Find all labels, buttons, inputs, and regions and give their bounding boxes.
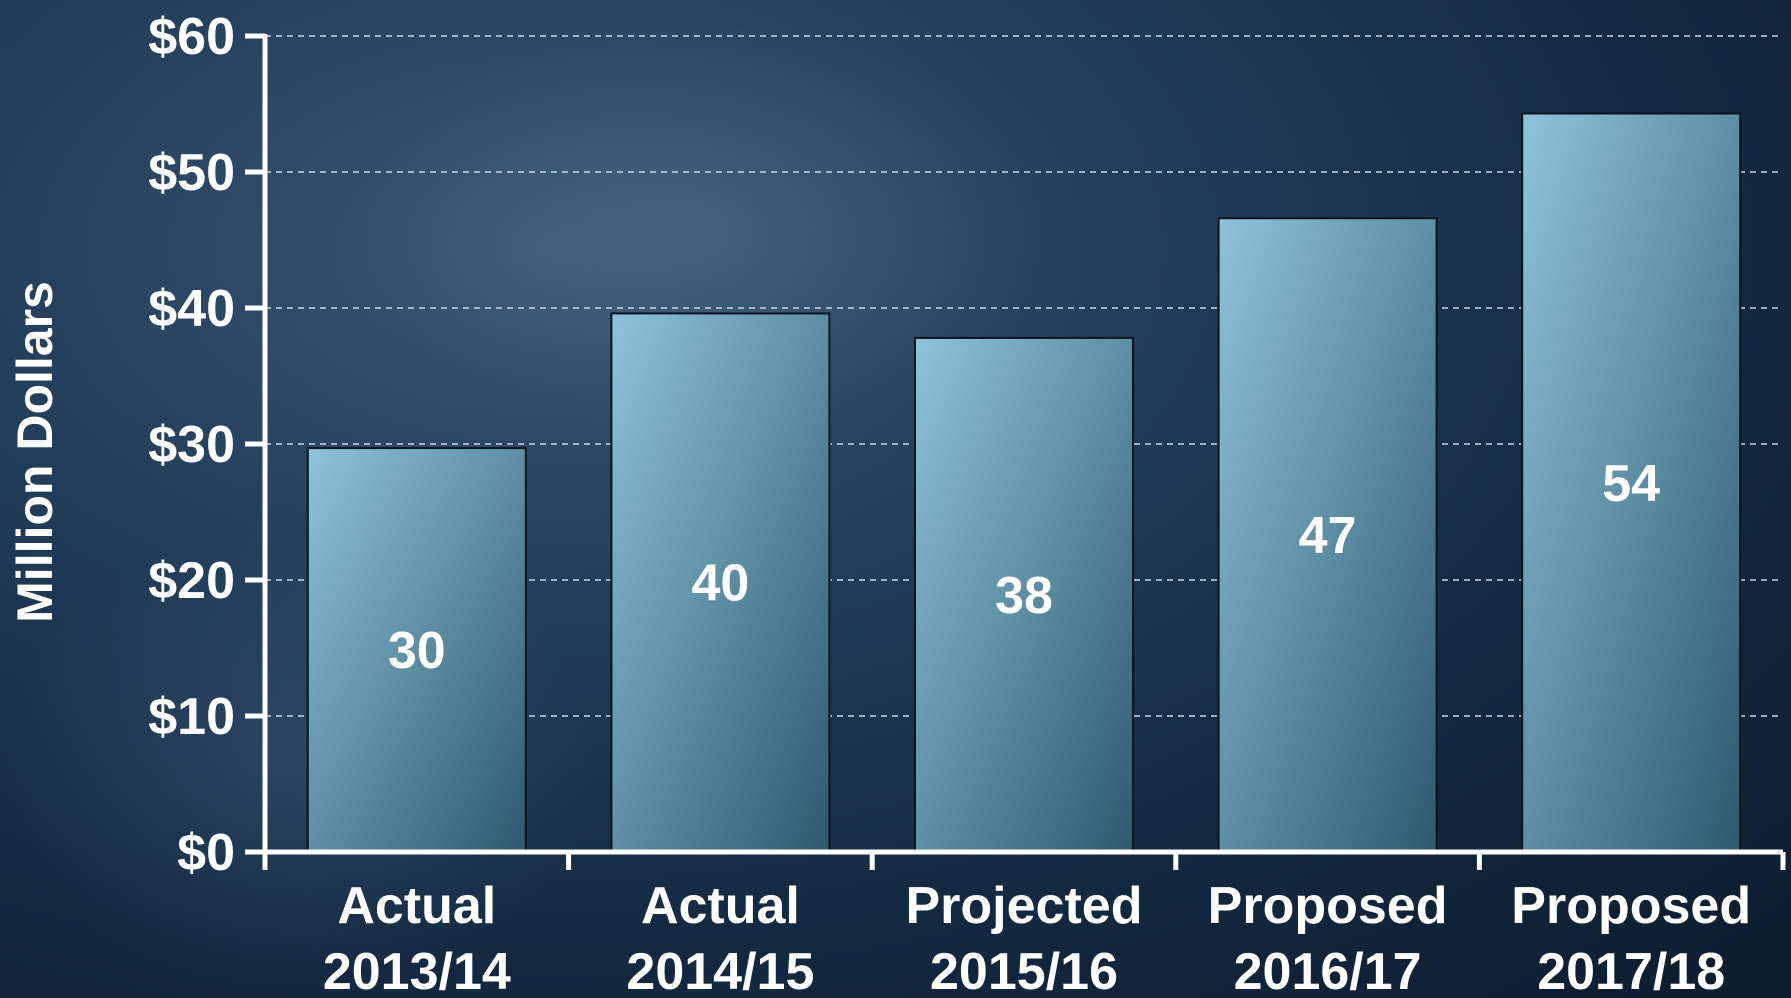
- y-tick-label: $20: [148, 552, 235, 610]
- x-category-label: Projected: [906, 877, 1143, 935]
- data-label: 54: [1602, 455, 1660, 513]
- bar: [610, 312, 831, 853]
- x-category-label: Actual: [337, 877, 496, 935]
- bar: [914, 336, 1134, 854]
- y-tick-label: $50: [148, 144, 235, 202]
- data-label: 40: [691, 555, 749, 613]
- x-category-labels: Actual 2013/14 Actual 2014/15 Projected 2015/…: [323, 877, 1751, 998]
- y-tick-label: $10: [148, 688, 235, 746]
- x-category-label: 2016/17: [1234, 943, 1422, 998]
- y-tick-label: $30: [148, 416, 235, 474]
- axes: [245, 33, 1786, 870]
- y-tick-labels: $0 $10 $20 $30 $40 $50 $60: [148, 8, 235, 882]
- data-label: 38: [995, 567, 1053, 625]
- y-tick-label: $60: [148, 8, 235, 66]
- x-category-label: 2017/18: [1537, 943, 1725, 998]
- y-tick-label: $0: [177, 824, 235, 882]
- x-category-label: 2015/16: [930, 943, 1118, 998]
- bar: [1217, 217, 1438, 854]
- data-label: 30: [388, 622, 446, 680]
- y-tick-label: $40: [148, 280, 235, 338]
- data-label: 47: [1299, 507, 1357, 565]
- bar: [306, 447, 527, 853]
- bar: [1521, 112, 1742, 853]
- x-category-label: 2013/14: [323, 943, 511, 998]
- data-labels: 30 40 38 47 54: [388, 455, 1660, 680]
- x-category-label: Proposed: [1511, 877, 1751, 935]
- x-category-label: Actual: [641, 877, 800, 935]
- x-category-label: 2014/15: [626, 943, 814, 998]
- x-category-label: Proposed: [1208, 877, 1448, 935]
- y-axis-title: Million Dollars: [7, 281, 63, 623]
- bars: [306, 112, 1742, 854]
